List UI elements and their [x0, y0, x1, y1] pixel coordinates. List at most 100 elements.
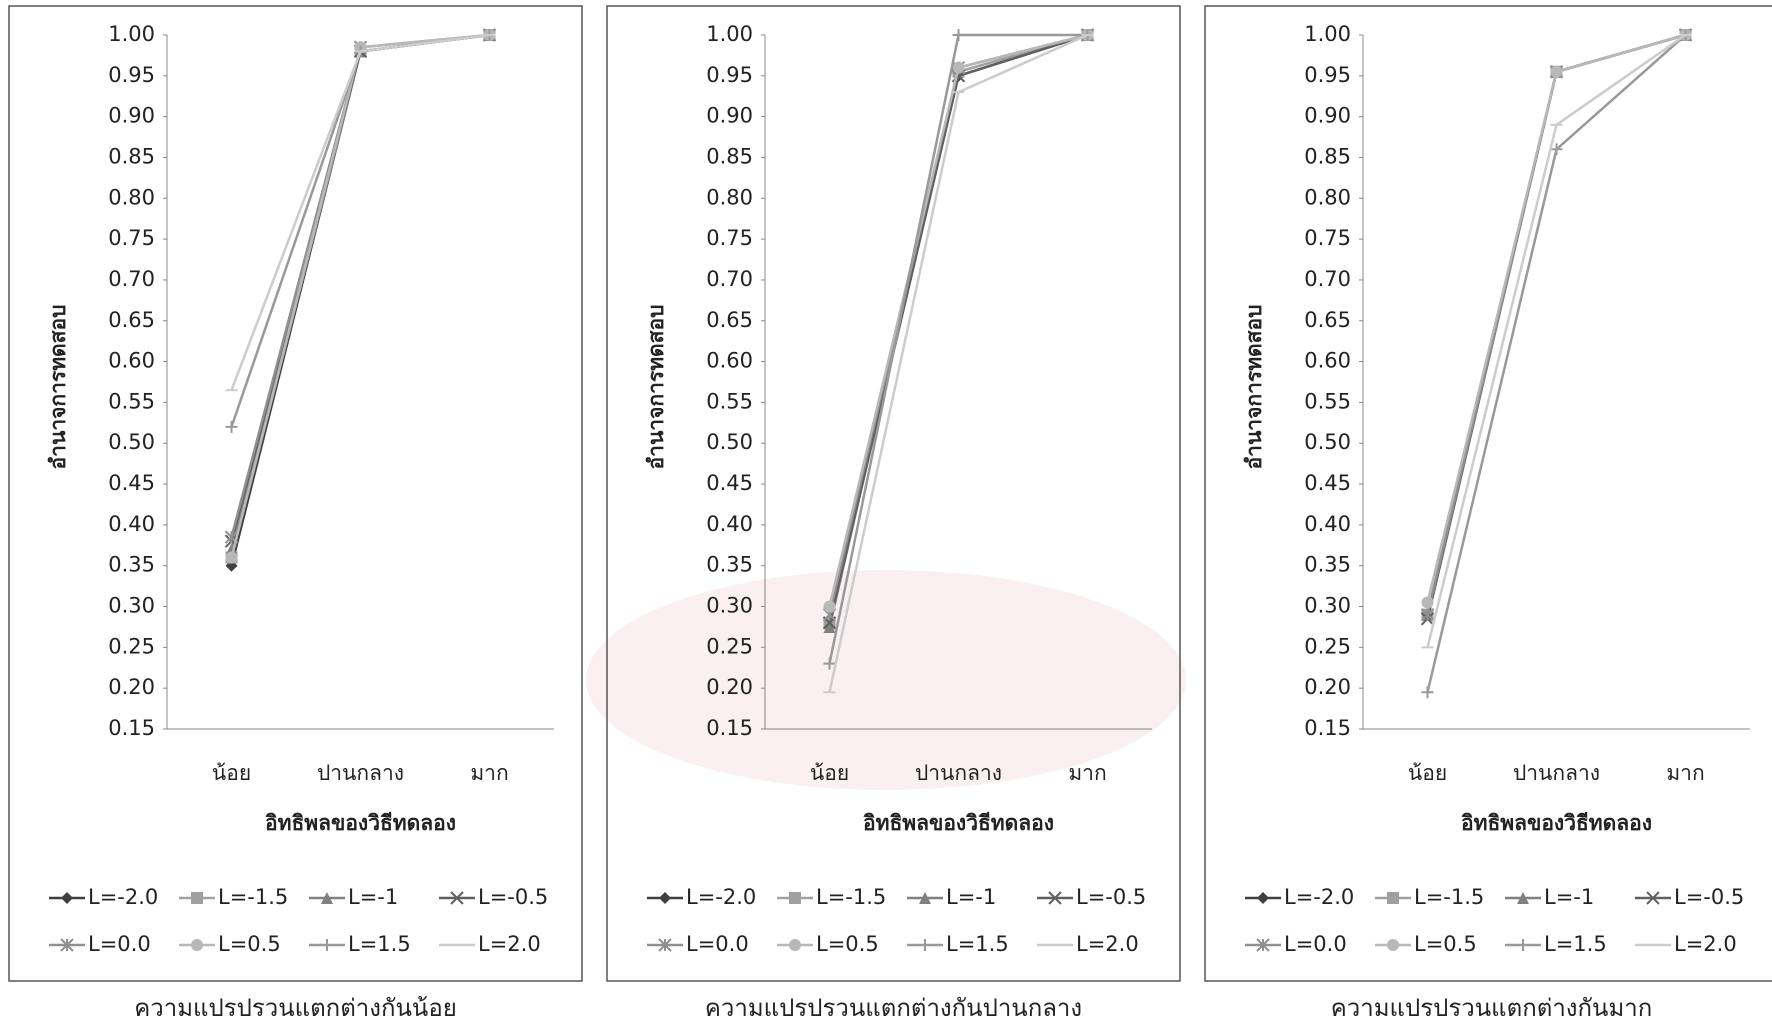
y-tick-label: 0.15 [1304, 716, 1351, 740]
series-line [232, 35, 490, 549]
legend-label: L=-1 [1544, 885, 1594, 909]
series-line [1428, 35, 1686, 692]
legend-marker [659, 892, 671, 904]
y-tick-label: 0.90 [706, 104, 753, 128]
point [226, 421, 238, 433]
y-tick-label: 0.30 [108, 594, 155, 618]
x-axis-title: อิทธิพลของวิธีทดลอง [265, 811, 456, 835]
series-line [830, 35, 1088, 664]
point [1422, 596, 1434, 608]
y-tick-label: 0.45 [108, 471, 155, 495]
y-tick-label: 0.25 [706, 634, 753, 658]
series-line [232, 35, 490, 427]
y-tick-label: 0.80 [108, 185, 155, 209]
caption: ความแปรปรวนแตกต่างกันน้อย [134, 994, 457, 1022]
y-tick-label: 0.70 [108, 267, 155, 291]
y-tick-label: 0.45 [706, 471, 753, 495]
y-tick-label: 0.65 [1304, 308, 1351, 332]
x-tick-label: มาก [1068, 761, 1106, 785]
legend-marker [1257, 892, 1269, 904]
series-line [830, 35, 1088, 615]
y-tick-label: 0.95 [706, 63, 753, 87]
legend-label: L=-1.5 [218, 885, 288, 909]
y-tick-label: 0.75 [706, 226, 753, 250]
y-tick-label: 0.30 [706, 594, 753, 618]
y-tick-label: 0.75 [108, 226, 155, 250]
series-line [830, 35, 1088, 627]
x-tick-label: ปานกลาง [317, 761, 404, 785]
y-tick-label: 0.60 [706, 349, 753, 373]
legend-marker [61, 892, 73, 904]
legend-label: L=-1.5 [816, 885, 886, 909]
legend-label: L=2.0 [1076, 932, 1139, 956]
legend-label: L=-2.0 [88, 885, 158, 909]
y-tick-label: 0.25 [1304, 634, 1351, 658]
y-tick-label: 0.75 [1304, 226, 1351, 250]
series-line [232, 35, 490, 390]
x-tick-label: น้อย [212, 761, 251, 785]
y-tick-label: 0.85 [108, 144, 155, 168]
legend-marker [321, 939, 333, 951]
legend-marker [191, 892, 203, 904]
legend-label: L=0.0 [88, 932, 151, 956]
y-tick-label: 0.95 [1304, 63, 1351, 87]
y-axis-title: อำนาจการทดสอบ [1242, 305, 1266, 470]
y-tick-label: 0.95 [108, 63, 155, 87]
legend-label: L=-1 [348, 885, 398, 909]
caption: ความแปรปรวนแตกต่างกันปานกลาง [705, 994, 1082, 1022]
page: 1.00 0.95 0.90 0.85 0.80 0.75 0.70 0.65 0.60 0.55… [0, 0, 1772, 1026]
legend-label: L=2.0 [1674, 932, 1737, 956]
y-tick-label: 0.35 [706, 553, 753, 577]
legend-marker [191, 939, 203, 951]
legend-label: L=-1 [946, 885, 996, 909]
y-tick-label: 0.20 [1304, 675, 1351, 699]
legend-marker [789, 892, 801, 904]
point [226, 552, 238, 564]
series-line [830, 35, 1088, 623]
y-tick-label: 0.40 [706, 512, 753, 536]
legend-label: L=0.0 [686, 932, 749, 956]
x-tick-label: ปานกลาง [915, 761, 1002, 785]
y-tick-label: 0.35 [108, 553, 155, 577]
legend-label: L=-0.5 [1076, 885, 1146, 909]
y-tick-label: 1.00 [706, 22, 753, 46]
legend-label: L=0.5 [218, 932, 281, 956]
y-tick-label: 1.00 [108, 22, 155, 46]
y-tick-label: 0.45 [1304, 471, 1351, 495]
series-line [232, 35, 490, 558]
x-tick-label: น้อย [810, 761, 849, 785]
y-axis-title: อำนาจการทดสอบ [46, 305, 70, 470]
watermark [586, 570, 1186, 790]
legend-label: L=0.5 [816, 932, 879, 956]
y-tick-label: 0.30 [1304, 594, 1351, 618]
x-tick-label: ปานกลาง [1513, 761, 1600, 785]
y-tick-label: 0.70 [1304, 267, 1351, 291]
series-line [232, 35, 490, 566]
y-axis-title: อำนาจการทดสอบ [644, 305, 668, 470]
y-tick-label: 0.15 [108, 716, 155, 740]
legend-marker [1517, 939, 1529, 951]
legend-label: L=-0.5 [1674, 885, 1744, 909]
legend-marker [919, 939, 931, 951]
y-tick-label: 0.55 [1304, 389, 1351, 413]
legend-label: L=-0.5 [478, 885, 548, 909]
y-tick-label: 0.20 [706, 675, 753, 699]
y-tick-label: 0.80 [1304, 185, 1351, 209]
y-tick-label: 0.25 [108, 634, 155, 658]
x-tick-label: มาก [1666, 761, 1704, 785]
series-line [830, 35, 1088, 623]
legend-label: L=-1.5 [1414, 885, 1484, 909]
legend-label: L=0.0 [1284, 932, 1347, 956]
legend-marker [1387, 892, 1399, 904]
y-tick-label: 0.65 [108, 308, 155, 332]
y-tick-label: 0.60 [1304, 349, 1351, 373]
y-tick-label: 1.00 [1304, 22, 1351, 46]
point [1551, 66, 1563, 78]
point [953, 62, 965, 74]
y-tick-label: 0.35 [1304, 553, 1351, 577]
series-line [830, 35, 1088, 623]
legend-label: L=1.5 [348, 932, 411, 956]
point [1422, 686, 1434, 698]
y-tick-label: 0.60 [108, 349, 155, 373]
y-tick-label: 0.55 [706, 389, 753, 413]
